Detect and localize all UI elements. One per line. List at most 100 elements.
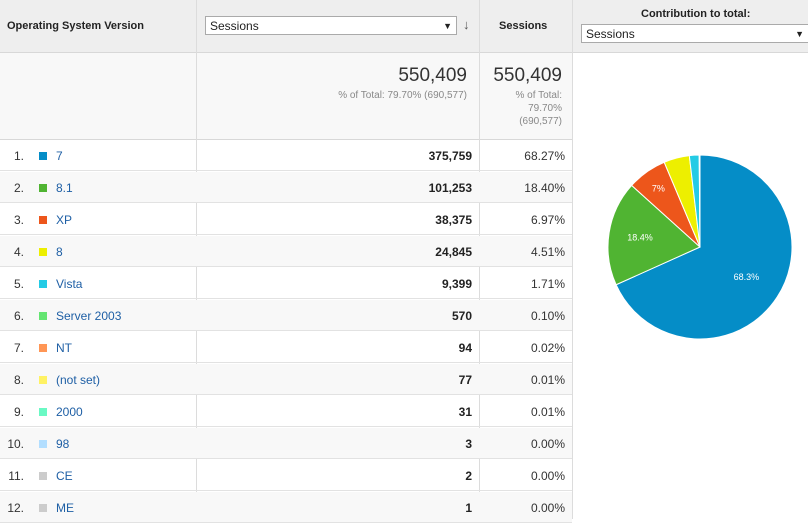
pie-slice-label: 68.3% [734,272,760,282]
table-row: 11. CE 2 0.00% [0,460,572,491]
metric-select-value: Sessions [210,19,259,33]
summary-metric-cell: 550,409 % of Total: 79.70% (690,577) [197,53,479,140]
summary-total: 550,409 [398,65,467,86]
table-row: 10. 98 3 0.00% [0,428,572,459]
sessions-percent: 0.02% [530,341,565,355]
sessions-value: 9,399 [441,277,472,291]
sessions-value: 1 [465,501,472,515]
pie-slice[interactable] [698,154,701,248]
sessions-value: 570 [451,309,472,323]
table-row: 2. 8.1 101,253 18.40% [0,172,572,203]
series-color-swatch [39,440,47,448]
os-version-link[interactable]: 8.1 [56,181,73,195]
row-index: 4. [13,245,24,259]
sessions-header[interactable]: Sessions [480,0,572,53]
table-row: 5. Vista 9,399 1.71% [0,268,572,299]
row-index: 2. [13,181,24,195]
os-version-link[interactable]: NT [56,341,72,355]
dropdown-arrow-icon: ▼ [443,21,452,31]
sessions-value: 2 [465,469,472,483]
sessions-percent: 6.97% [530,213,565,227]
sessions-percent: 0.01% [530,373,565,387]
metric-select[interactable]: Sessions ▼ [205,16,457,35]
series-color-swatch [39,184,47,192]
row-index: 9. [13,405,24,419]
sessions-value: 24,845 [435,245,472,259]
os-version-link[interactable]: 2000 [56,405,83,419]
sessions-percent: 0.10% [530,309,565,323]
series-color-swatch [39,504,47,512]
os-version-link[interactable]: 8 [56,245,63,259]
column-divider [572,0,573,519]
series-color-swatch [39,248,47,256]
summary-sessions-cell: 550,409 % of Total: 79.70% (690,577) [480,53,572,140]
row-index: 1. [13,149,24,163]
pie-slice[interactable] [615,154,793,340]
table-row: 3. XP 38,375 6.97% [0,204,572,235]
series-color-swatch [39,376,47,384]
os-version-link[interactable]: ME [56,501,74,515]
sessions-header-label: Sessions [499,20,548,32]
table-row: 1. 7 375,759 68.27% [0,140,572,171]
os-version-link[interactable]: Server 2003 [56,309,122,323]
sessions-value: 3 [465,437,472,451]
row-index: 6. [13,309,24,323]
metric-header: Sessions ▼ ↓ [197,0,479,53]
table-row: 12. ME 1 0.00% [0,492,572,523]
sessions-percent: 1.71% [530,277,565,291]
sessions-percent: 0.01% [530,405,565,419]
os-version-link[interactable]: (not set) [56,373,101,387]
row-index: 12. [7,501,24,515]
sessions-percent: 0.00% [530,469,565,483]
dimension-header-label: Operating System Version [7,20,144,32]
sessions-percent: 4.51% [530,245,565,259]
table-row: 8. (not set) 77 0.01% [0,364,572,395]
sessions-percent: 0.00% [530,501,565,515]
summary-note-line1: % of Total: [515,90,562,101]
os-version-link[interactable]: 98 [56,437,70,451]
contribution-pie-chart: 68.3% 18.4% 7% [607,154,793,340]
contribution-select[interactable]: Sessions ▼ [581,24,808,43]
os-version-link[interactable]: 7 [56,149,63,163]
summary-label-cell [0,53,196,140]
os-version-link[interactable]: Vista [56,277,83,291]
contribution-header-label: Contribution to total: [641,8,751,20]
table-row: 7. NT 94 0.02% [0,332,572,363]
summary-note-line2: 79.70% [528,103,562,114]
contribution-header: Contribution to total: Sessions ▼ [573,0,808,53]
row-index: 10. [7,437,24,451]
row-index: 5. [13,277,24,291]
sessions-value: 31 [458,405,472,419]
row-index: 8. [13,373,24,387]
table-row: 4. 8 24,845 4.51% [0,236,572,267]
os-version-link[interactable]: CE [56,469,73,483]
series-color-swatch [39,216,47,224]
sessions-percent: 18.40% [524,181,565,195]
dropdown-arrow-icon: ▼ [795,29,804,39]
summary-total-note: % of Total: 79.70% (690,577) [338,90,467,101]
sort-descending-icon[interactable]: ↓ [463,17,470,32]
series-color-swatch [39,312,47,320]
sessions-value: 38,375 [435,213,472,227]
os-version-link[interactable]: XP [56,213,73,227]
table-row: 6. Server 2003 570 0.10% [0,300,572,331]
sessions-percent: 0.00% [530,437,565,451]
sessions-value: 77 [458,373,472,387]
row-index: 7. [13,341,24,355]
series-color-swatch [39,280,47,288]
pie-slice[interactable] [607,184,701,286]
summary-note-line3: (690,577) [519,116,562,127]
pie-slice-label: 18.4% [627,233,653,243]
row-index: 11. [8,469,24,483]
sessions-value: 101,253 [428,181,472,195]
pie-slice-label: 7% [652,184,665,194]
sessions-value: 94 [458,341,472,355]
series-color-swatch [39,408,47,416]
contribution-select-value: Sessions [586,27,635,41]
row-index: 3. [13,213,24,227]
sessions-value: 375,759 [428,149,472,163]
sessions-percent: 68.27% [524,149,565,163]
dimension-header[interactable]: Operating System Version [0,0,196,53]
summary-total-2: 550,409 [493,65,562,86]
series-color-swatch [39,344,47,352]
